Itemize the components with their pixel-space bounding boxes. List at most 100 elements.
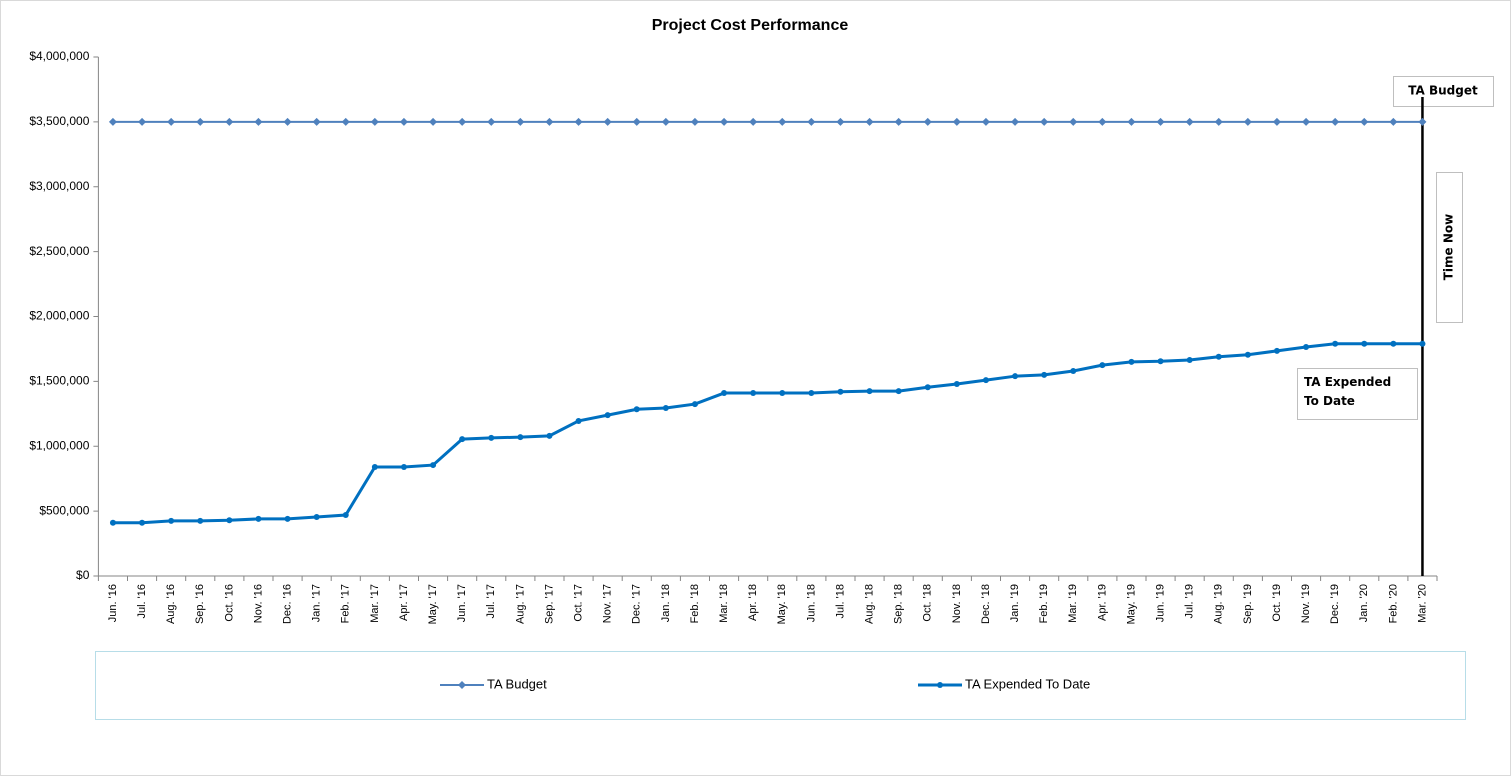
point [1070, 367, 1077, 374]
point [981, 117, 990, 126]
point [575, 417, 582, 424]
point [459, 436, 466, 443]
y-tick-label: $3,000,000 [29, 179, 89, 193]
point [254, 117, 263, 126]
x-tick-label: Jun. '16 [107, 584, 119, 622]
legend-marker [458, 681, 466, 689]
x-tick-label: Jan. '18 [660, 584, 672, 622]
point [1012, 373, 1019, 380]
point [546, 432, 553, 439]
point [225, 117, 234, 126]
x-tick-label: Nov. '17 [602, 584, 614, 623]
point [953, 380, 960, 387]
point [1185, 117, 1194, 126]
point [430, 462, 437, 469]
x-tick-label: Sep. '18 [893, 584, 905, 624]
x-tick-label: Mar. '17 [369, 584, 381, 623]
x-tick-label: Aug. '19 [1213, 584, 1225, 624]
point [342, 512, 349, 519]
legend-label: TA Expended To Date [965, 676, 1090, 691]
x-tick-label: Nov. '18 [951, 584, 963, 623]
legend-marker [937, 682, 943, 688]
point [196, 117, 205, 126]
point [516, 117, 525, 126]
point [1041, 371, 1048, 378]
point [836, 117, 845, 126]
x-tick-label: Mar. '20 [1416, 584, 1428, 623]
point [923, 117, 932, 126]
x-tick-label: Sep. '16 [194, 584, 206, 624]
x-tick-label: Feb. '17 [340, 584, 352, 623]
x-tick-label: Mar. '18 [718, 584, 730, 623]
point [1389, 117, 1398, 126]
x-tick-label: Jan. '19 [1009, 584, 1021, 622]
point [255, 515, 262, 522]
point [108, 117, 117, 126]
point [661, 117, 670, 126]
point [952, 117, 961, 126]
point [574, 117, 583, 126]
point [895, 388, 902, 395]
x-tick-label: Sep. '19 [1242, 584, 1254, 624]
point [168, 517, 175, 524]
point [429, 117, 438, 126]
x-tick-label: Feb. '19 [1038, 584, 1050, 623]
point [894, 117, 903, 126]
point [778, 117, 787, 126]
point [226, 517, 233, 524]
point [1099, 362, 1106, 369]
x-tick-label: Oct. '19 [1271, 584, 1283, 622]
point [313, 513, 320, 520]
annotation-box [1297, 368, 1418, 420]
point [1360, 117, 1369, 126]
annotation-box [1436, 172, 1463, 323]
point [865, 117, 874, 126]
x-tick-label: Jan. '20 [1358, 584, 1370, 622]
point [1069, 117, 1078, 126]
point [1156, 117, 1165, 126]
point [924, 384, 931, 391]
x-tick-label: Nov. '19 [1300, 584, 1312, 623]
x-tick-label: May. '19 [1125, 584, 1137, 624]
point [1215, 353, 1222, 360]
x-tick-label: Aug. '17 [514, 584, 526, 624]
x-tick-label: Dec. '18 [980, 584, 992, 624]
point [312, 117, 321, 126]
point [517, 434, 524, 441]
x-tick-label: Sep. '17 [543, 584, 555, 624]
point [1040, 117, 1049, 126]
point [1361, 340, 1368, 347]
point [545, 117, 554, 126]
point [720, 117, 729, 126]
point [1331, 117, 1340, 126]
x-tick-label: Jan. '17 [311, 584, 323, 622]
x-tick-label: Jul. '19 [1184, 584, 1196, 619]
x-tick-label: Apr. '18 [747, 584, 759, 621]
x-tick-label: Jul. '18 [834, 584, 846, 619]
x-tick-label: Jun. '18 [805, 584, 817, 622]
point [488, 434, 495, 441]
x-tick-label: Apr. '17 [398, 584, 410, 621]
point [400, 464, 407, 471]
point [1214, 117, 1223, 126]
point [691, 401, 698, 408]
x-tick-label: May. '18 [776, 584, 788, 624]
point [167, 117, 176, 126]
point [1157, 358, 1164, 365]
point [1332, 340, 1339, 347]
point [1186, 356, 1193, 363]
point [779, 390, 786, 397]
point [807, 117, 816, 126]
point [1011, 117, 1020, 126]
point [139, 519, 146, 526]
point [982, 377, 989, 384]
x-tick-label: Feb. '18 [689, 584, 701, 623]
annotation-box [1393, 76, 1494, 107]
x-tick-label: Oct. '16 [223, 584, 235, 622]
point [1098, 117, 1107, 126]
point [750, 390, 757, 397]
point [1243, 117, 1252, 126]
series-line [112, 342, 1423, 525]
chart-title: Project Cost Performance [652, 17, 849, 34]
